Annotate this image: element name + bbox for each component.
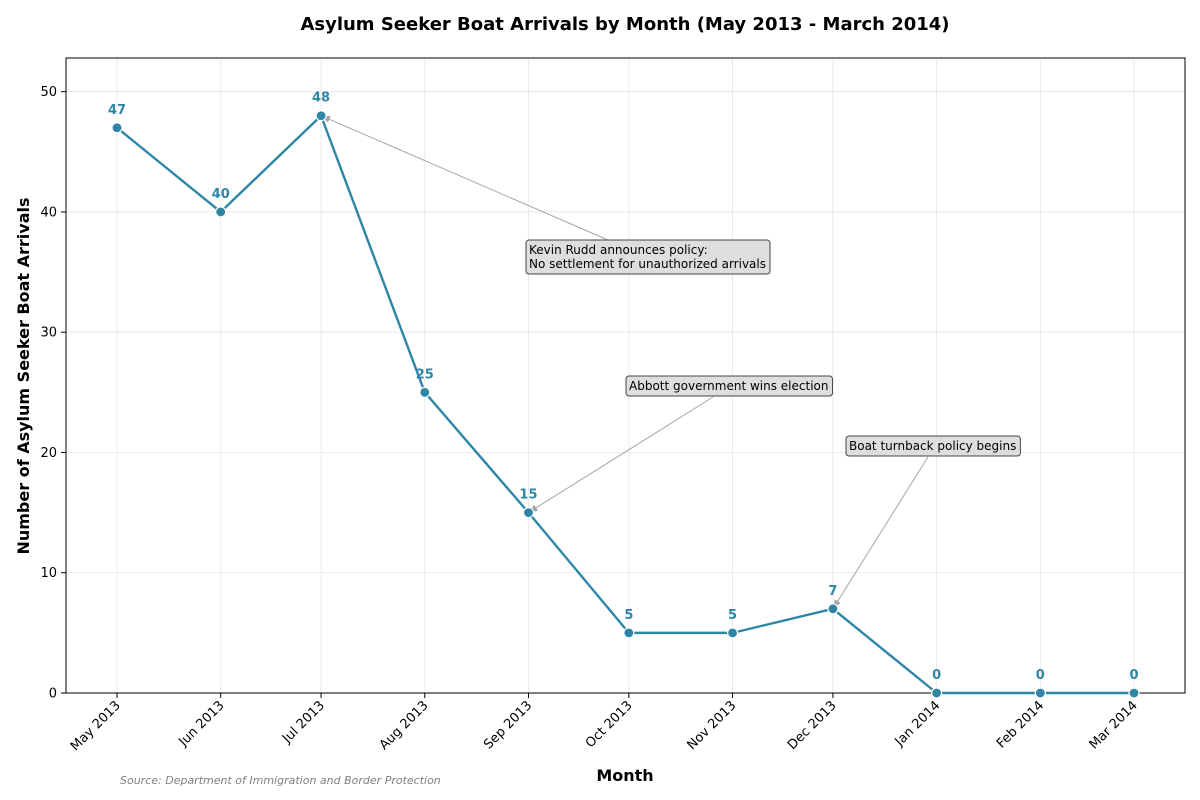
x-tick-label: Jan 2014 <box>892 698 944 750</box>
data-label: 48 <box>312 91 330 106</box>
chart-title: Asylum Seeker Boat Arrivals by Month (Ma… <box>300 14 949 35</box>
x-tick-label: Dec 2013 <box>785 698 840 753</box>
data-points <box>111 110 1140 699</box>
x-axis-ticks: May 2013 Jun 2013 Jul 2013 Aug 2013 Sep 2013… <box>68 693 1141 754</box>
annotation: Abbott government wins election <box>528 375 833 514</box>
data-point <box>315 110 327 122</box>
annotation-text: Boat turnback policy begins <box>849 439 1016 453</box>
annotation: Kevin Rudd announces policy:No settlemen… <box>320 115 771 275</box>
annotation-arrow <box>528 396 714 514</box>
data-point <box>1128 687 1140 699</box>
x-tick-label: Oct 2013 <box>583 698 636 751</box>
x-tick-label: Mar 2014 <box>1087 698 1141 752</box>
data-label: 47 <box>108 103 126 118</box>
x-tick-label: Jun 2013 <box>176 698 228 750</box>
x-tick-label: May 2013 <box>68 698 124 754</box>
data-label: 7 <box>828 584 837 599</box>
data-label: 0 <box>932 668 941 683</box>
data-label: 5 <box>624 608 633 623</box>
data-point <box>726 627 739 639</box>
grid-lines <box>66 58 1185 694</box>
y-tick-label: 0 <box>49 687 57 702</box>
source-note: Source: Department of Immigration and Bo… <box>120 774 441 787</box>
data-point <box>827 603 839 615</box>
annotation-text: Kevin Rudd announces policy: <box>529 243 708 257</box>
data-point <box>623 627 635 639</box>
y-tick-label: 20 <box>40 446 57 461</box>
plot-area-frame <box>65 57 1186 694</box>
annotation-text: Abbott government wins election <box>629 379 828 393</box>
annotation-text: No settlement for unauthorized arrivals <box>529 257 766 271</box>
x-tick-label: Jul 2013 <box>279 698 328 747</box>
x-tick-label: Aug 2013 <box>377 698 432 753</box>
annotations: Kevin Rudd announces policy:No settlemen… <box>320 115 1021 610</box>
x-axis-label: Month <box>596 766 653 785</box>
data-label: 0 <box>1036 668 1045 683</box>
y-tick-label: 40 <box>40 205 57 220</box>
annotation-arrow <box>320 115 609 241</box>
data-label: 25 <box>416 367 434 382</box>
x-tick-label: Sep 2013 <box>481 698 535 752</box>
data-point <box>419 386 431 398</box>
annotation: Boat turnback policy begins <box>832 435 1021 610</box>
data-label: 5 <box>728 608 737 623</box>
series-line <box>116 114 1134 695</box>
data-label: 40 <box>212 187 230 202</box>
y-tick-label: 30 <box>40 326 57 341</box>
y-axis-ticks: 0 10 20 30 40 50 <box>40 85 66 702</box>
annotation-box <box>845 435 1021 457</box>
data-point <box>215 206 227 218</box>
x-tick-label: Nov 2013 <box>685 698 740 753</box>
y-tick-label: 50 <box>40 85 57 100</box>
y-axis-label: Number of Asylum Seeker Boat Arrivals <box>14 197 33 554</box>
annotation-box <box>525 239 771 275</box>
data-point <box>111 122 123 134</box>
data-point <box>522 507 535 519</box>
y-tick-label: 10 <box>40 566 57 581</box>
data-label: 15 <box>519 488 537 503</box>
data-label: 0 <box>1129 668 1138 683</box>
data-point <box>1034 687 1046 699</box>
annotation-box <box>625 375 833 397</box>
data-labels: 47 40 48 25 15 5 5 7 0 0 0 <box>108 91 1139 683</box>
data-point <box>931 687 943 699</box>
annotation-arrow <box>832 456 929 610</box>
x-tick-label: Feb 2014 <box>994 698 1047 751</box>
